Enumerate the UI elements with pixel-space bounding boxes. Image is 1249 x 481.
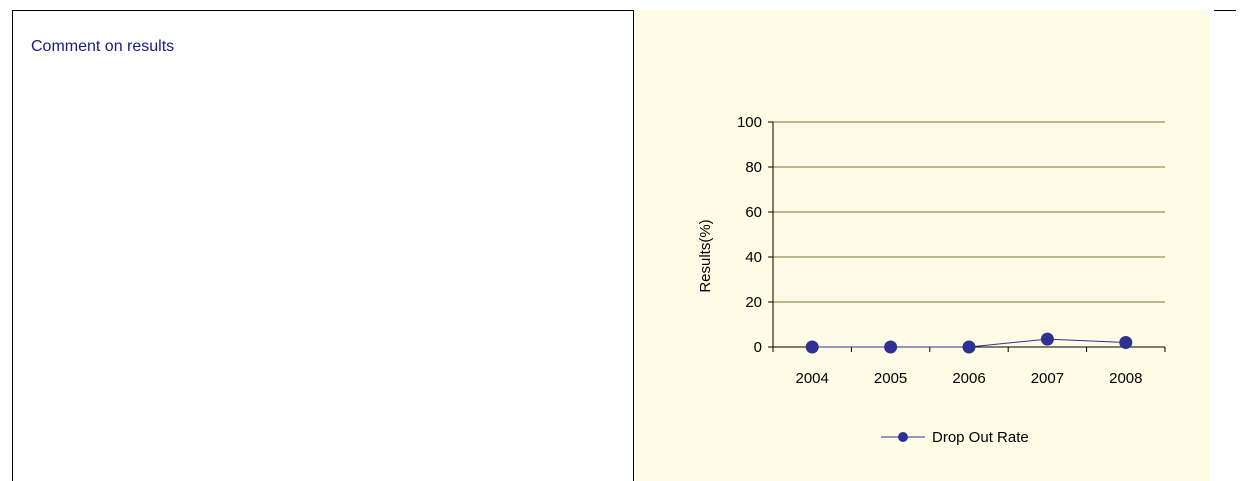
x-tick-label-2005: 2005 bbox=[874, 370, 907, 387]
x-tick-label-2004: 2004 bbox=[796, 370, 829, 387]
y-tick-label-20: 20 bbox=[745, 294, 762, 311]
x-tick-label-2008: 2008 bbox=[1109, 370, 1142, 387]
comment-cell: Comment on results bbox=[12, 10, 634, 481]
x-tick-label-2007: 2007 bbox=[1031, 370, 1064, 387]
y-tick-label-80: 80 bbox=[745, 159, 762, 176]
y-tick-label-100: 100 bbox=[737, 114, 762, 131]
grid-lines bbox=[773, 121, 1165, 303]
y-tick-label-40: 40 bbox=[745, 249, 762, 266]
data-point-2004 bbox=[805, 340, 819, 354]
data-point-2008 bbox=[1119, 336, 1133, 349]
legend-marker-0 bbox=[898, 432, 908, 442]
legend: Drop Out Rate bbox=[881, 429, 1029, 446]
data-point-2007 bbox=[1040, 332, 1054, 346]
data-point-2005 bbox=[884, 340, 898, 354]
y-axis-label: Results(%) bbox=[697, 219, 714, 292]
y-tick-label-0: 0 bbox=[754, 339, 762, 356]
series bbox=[805, 332, 1133, 354]
x-tick-labels: 2004 2005 2006 2007 2008 bbox=[796, 370, 1143, 387]
legend-label-0: Drop Out Rate bbox=[932, 429, 1029, 446]
y-tick-label-60: 60 bbox=[745, 204, 762, 221]
x-tick-label-2006: 2006 bbox=[952, 370, 985, 387]
y-tick-labels: 0 20 40 60 80 100 bbox=[737, 114, 762, 356]
comment-title: Comment on results bbox=[31, 38, 175, 55]
corner-border bbox=[1214, 10, 1236, 11]
chart-panel bbox=[636, 10, 1209, 481]
data-point-2006 bbox=[962, 340, 976, 354]
axes bbox=[768, 121, 1166, 352]
